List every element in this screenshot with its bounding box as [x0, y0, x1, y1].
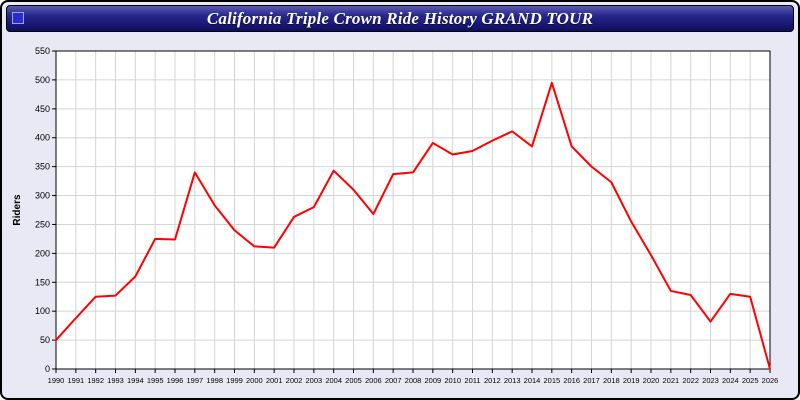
y-tick-label: 50: [40, 335, 50, 345]
y-tick-label: 450: [35, 104, 50, 114]
title-bar: California Triple Crown Ride History GRA…: [6, 5, 794, 32]
x-tick-label: 2008: [405, 376, 422, 385]
y-tick-label: 300: [35, 191, 50, 201]
x-tick-label: 2022: [682, 376, 699, 385]
x-tick-label: 1992: [87, 376, 104, 385]
y-tick-label: 500: [35, 75, 50, 85]
x-tick-label: 2007: [385, 376, 402, 385]
x-tick-label: 2000: [246, 376, 263, 385]
x-tick-label: 2010: [444, 376, 461, 385]
y-tick-label: 400: [35, 133, 50, 143]
data-line-riders: [55, 81, 771, 370]
x-tick-label: 2019: [623, 376, 640, 385]
plot-border: [55, 50, 771, 370]
x-tick-label: 1997: [186, 376, 203, 385]
x-tick-label: 2026: [762, 376, 779, 385]
y-tick-label: 550: [35, 46, 50, 56]
x-tick-label: 2023: [702, 376, 719, 385]
x-tick-label: 2018: [603, 376, 620, 385]
x-tick-label: 2017: [583, 376, 600, 385]
x-tick-label: 1990: [48, 376, 65, 385]
x-tick-label: 2011: [464, 376, 480, 385]
x-tick-label: 2002: [286, 376, 303, 385]
x-tick-label: 2024: [722, 376, 739, 385]
x-tick-label: 2014: [524, 376, 541, 385]
y-tick-label: 350: [35, 162, 50, 172]
x-tick-label: 2015: [543, 376, 560, 385]
x-tick-label: 2004: [325, 376, 342, 385]
page-title: California Triple Crown Ride History GRA…: [206, 8, 594, 28]
x-tick-label: 1995: [147, 376, 164, 385]
x-tick-label: 1991: [67, 376, 84, 385]
y-tick-label: 100: [35, 306, 50, 316]
x-tick-label: 1996: [167, 376, 184, 385]
x-tick-label: 2013: [504, 376, 521, 385]
x-tick-label: 1999: [226, 376, 243, 385]
x-tick-label: 2021: [662, 376, 679, 385]
y-tick-label: 150: [35, 277, 50, 287]
x-tick-label: 2005: [345, 376, 362, 385]
x-tick-label: 2009: [424, 376, 441, 385]
x-tick-label: 2020: [643, 376, 660, 385]
x-tick-label: 2003: [305, 376, 322, 385]
x-tick-label: 2006: [365, 376, 382, 385]
x-tick-label: 1994: [127, 376, 144, 385]
x-tick-label: 2025: [742, 376, 759, 385]
x-tick-label: 2016: [563, 376, 580, 385]
window-icon: [12, 12, 24, 24]
chart-container: 0 50 100 150 200 250 300 350 400 450 500 550 1990 199…: [8, 41, 792, 397]
x-tick-label: 1998: [206, 376, 223, 385]
x-tick-label: 2012: [484, 376, 501, 385]
y-tick-label: 250: [35, 219, 50, 229]
x-tick-label: 1993: [107, 376, 124, 385]
y-tick-label: 200: [35, 248, 50, 258]
x-tick-label: 2001: [266, 376, 283, 385]
y-tick-label: 0: [45, 364, 50, 374]
y-axis-label: Riders: [12, 194, 23, 226]
